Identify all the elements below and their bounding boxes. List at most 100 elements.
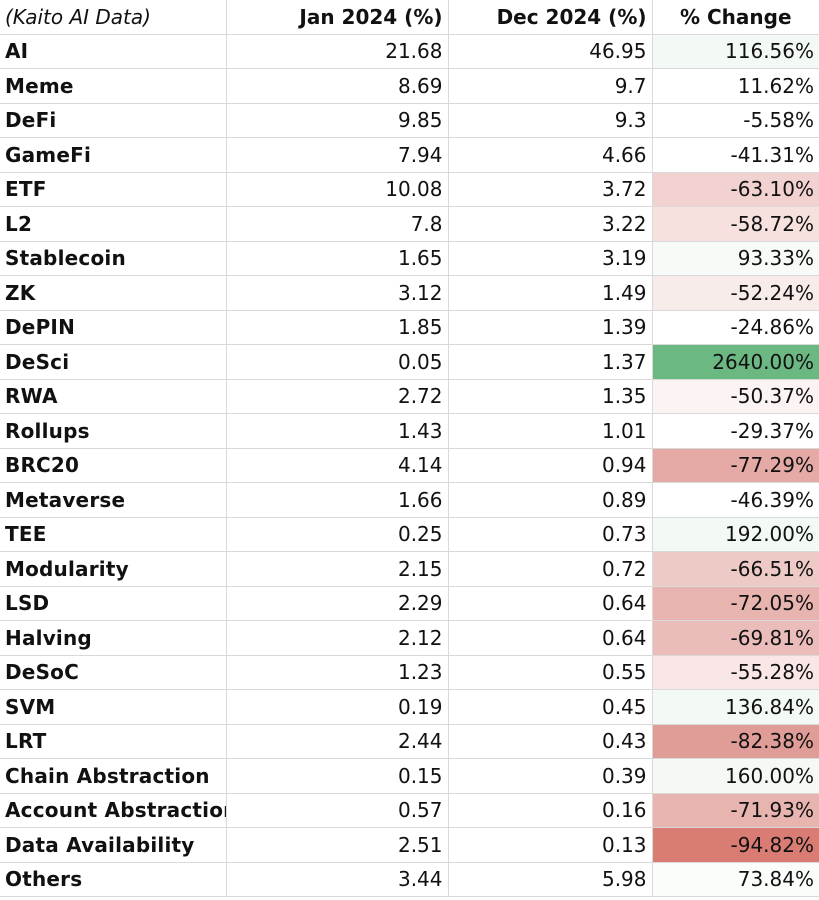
jan-value-cell[interactable]: 9.85 [226,103,449,138]
dec-value-cell[interactable]: 3.72 [448,172,653,207]
change-value-cell[interactable]: -63.10% [652,172,819,207]
row-label-cell[interactable]: BRC20 [0,448,227,483]
row-label-cell[interactable]: Account Abstraction [0,793,227,828]
jan-value-cell[interactable]: 2.44 [226,724,449,759]
dec-value-cell[interactable]: 1.49 [448,275,653,311]
dec-value-cell[interactable]: 0.72 [448,551,653,587]
change-value-cell[interactable]: -72.05% [652,586,819,621]
row-label-cell[interactable]: TEE [0,517,227,552]
row-label-cell[interactable]: DePIN [0,310,227,345]
dec-value-cell[interactable]: 0.94 [448,448,653,483]
row-label-cell[interactable]: LSD [0,586,227,621]
jan-value-cell[interactable]: 1.65 [226,241,449,276]
change-value-cell[interactable]: 11.62% [652,68,819,104]
row-label-cell[interactable]: Halving [0,620,227,656]
change-value-cell[interactable]: -66.51% [652,551,819,587]
change-value-cell[interactable]: -82.38% [652,724,819,759]
jan-value-cell[interactable]: 1.23 [226,655,449,690]
row-label-cell[interactable]: DeFi [0,103,227,138]
jan-value-cell[interactable]: 10.08 [226,172,449,207]
row-label-cell[interactable]: LRT [0,724,227,759]
jan-value-cell[interactable]: 2.29 [226,586,449,621]
jan-value-cell[interactable]: 2.15 [226,551,449,587]
jan-value-cell[interactable]: 1.66 [226,482,449,518]
row-label-cell[interactable]: GameFi [0,137,227,173]
change-value-cell[interactable]: -52.24% [652,275,819,311]
row-label-cell[interactable]: AI [0,34,227,69]
dec-value-cell[interactable]: 0.39 [448,758,653,794]
jan-value-cell[interactable]: 7.94 [226,137,449,173]
row-label-cell[interactable]: Meme [0,68,227,104]
row-label-cell[interactable]: SVM [0,689,227,725]
header-source-cell[interactable]: (Kaito AI Data) [0,0,227,35]
row-label-cell[interactable]: DeSci [0,344,227,380]
change-value-cell[interactable]: 2640.00% [652,344,819,380]
jan-value-cell[interactable]: 21.68 [226,34,449,69]
dec-value-cell[interactable]: 4.66 [448,137,653,173]
dec-value-cell[interactable]: 1.35 [448,379,653,414]
dec-value-cell[interactable]: 3.22 [448,206,653,242]
change-value-cell[interactable]: -77.29% [652,448,819,483]
jan-value-cell[interactable]: 2.12 [226,620,449,656]
row-label-cell[interactable]: Stablecoin [0,241,227,276]
change-value-cell[interactable]: 160.00% [652,758,819,794]
change-value-cell[interactable]: 136.84% [652,689,819,725]
change-value-cell[interactable]: 93.33% [652,241,819,276]
change-value-cell[interactable]: -46.39% [652,482,819,518]
dec-value-cell[interactable]: 1.01 [448,413,653,449]
row-label-cell[interactable]: Chain Abstraction [0,758,227,794]
change-value-cell[interactable]: -58.72% [652,206,819,242]
change-value-cell[interactable]: -41.31% [652,137,819,173]
change-value-cell[interactable]: -50.37% [652,379,819,414]
jan-value-cell[interactable]: 4.14 [226,448,449,483]
row-label-cell[interactable]: RWA [0,379,227,414]
jan-value-cell[interactable]: 0.05 [226,344,449,380]
row-label-cell[interactable]: ETF [0,172,227,207]
dec-value-cell[interactable]: 9.7 [448,68,653,104]
change-value-cell[interactable]: -55.28% [652,655,819,690]
change-value-cell[interactable]: -29.37% [652,413,819,449]
dec-value-cell[interactable]: 0.16 [448,793,653,828]
change-value-cell[interactable]: 73.84% [652,862,819,897]
dec-value-cell[interactable]: 0.64 [448,586,653,621]
header-change-cell[interactable]: % Change [652,0,819,35]
change-value-cell[interactable]: -5.58% [652,103,819,138]
dec-value-cell[interactable]: 0.89 [448,482,653,518]
row-label-cell[interactable]: ZK [0,275,227,311]
change-value-cell[interactable]: -69.81% [652,620,819,656]
change-value-cell[interactable]: -71.93% [652,793,819,828]
header-dec-cell[interactable]: Dec 2024 (%) [448,0,653,35]
jan-value-cell[interactable]: 0.57 [226,793,449,828]
change-value-cell[interactable]: -24.86% [652,310,819,345]
jan-value-cell[interactable]: 0.19 [226,689,449,725]
row-label-cell[interactable]: Others [0,862,227,897]
jan-value-cell[interactable]: 2.72 [226,379,449,414]
dec-value-cell[interactable]: 0.13 [448,827,653,863]
dec-value-cell[interactable]: 3.19 [448,241,653,276]
change-value-cell[interactable]: 192.00% [652,517,819,552]
dec-value-cell[interactable]: 0.45 [448,689,653,725]
dec-value-cell[interactable]: 46.95 [448,34,653,69]
dec-value-cell[interactable]: 5.98 [448,862,653,897]
jan-value-cell[interactable]: 8.69 [226,68,449,104]
row-label-cell[interactable]: Metaverse [0,482,227,518]
jan-value-cell[interactable]: 2.51 [226,827,449,863]
jan-value-cell[interactable]: 3.44 [226,862,449,897]
row-label-cell[interactable]: Data Availability [0,827,227,863]
change-value-cell[interactable]: 116.56% [652,34,819,69]
jan-value-cell[interactable]: 7.8 [226,206,449,242]
jan-value-cell[interactable]: 1.43 [226,413,449,449]
dec-value-cell[interactable]: 0.64 [448,620,653,656]
dec-value-cell[interactable]: 0.73 [448,517,653,552]
dec-value-cell[interactable]: 1.37 [448,344,653,380]
row-label-cell[interactable]: Modularity [0,551,227,587]
row-label-cell[interactable]: DeSoC [0,655,227,690]
header-jan-cell[interactable]: Jan 2024 (%) [226,0,449,35]
jan-value-cell[interactable]: 0.15 [226,758,449,794]
dec-value-cell[interactable]: 0.43 [448,724,653,759]
dec-value-cell[interactable]: 1.39 [448,310,653,345]
jan-value-cell[interactable]: 0.25 [226,517,449,552]
dec-value-cell[interactable]: 0.55 [448,655,653,690]
jan-value-cell[interactable]: 1.85 [226,310,449,345]
jan-value-cell[interactable]: 3.12 [226,275,449,311]
